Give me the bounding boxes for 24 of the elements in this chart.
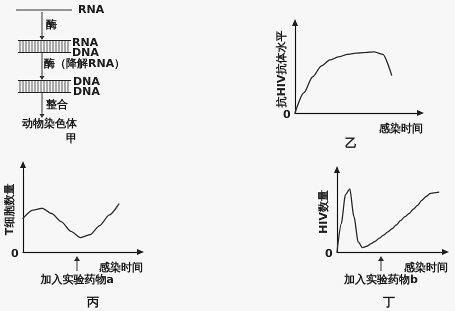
y-axis-title: T细胞数量: [3, 184, 16, 236]
text: RNA: [78, 3, 104, 16]
x-axis-title: 感染时间: [403, 261, 448, 274]
text: 丙: [86, 295, 99, 309]
text: 加入实验药物a: [40, 273, 114, 286]
y-axis-title: HIV数量: [317, 190, 330, 234]
text: 动物染色体: [22, 117, 77, 130]
x-axis-title: 感染时间: [98, 261, 143, 274]
text: DNA: [72, 46, 99, 59]
text: 酶: [46, 18, 57, 31]
text: 0: [283, 108, 291, 121]
text: 乙: [345, 136, 357, 150]
text: 丁: [382, 295, 395, 309]
text: 0: [11, 247, 19, 260]
text: 酶（降解RNA）: [44, 57, 126, 70]
x-axis-title: 感染时间: [378, 122, 423, 135]
y-axis-title: 抗HIV抗体水平: [275, 30, 288, 108]
text: 整合: [46, 98, 68, 111]
text: 0: [325, 247, 333, 260]
text: DNA: [73, 85, 100, 98]
text: 加入实验药物b: [344, 273, 418, 286]
text: RNA: [72, 36, 98, 49]
text: 甲: [66, 132, 77, 145]
text: DNA: [73, 75, 100, 88]
